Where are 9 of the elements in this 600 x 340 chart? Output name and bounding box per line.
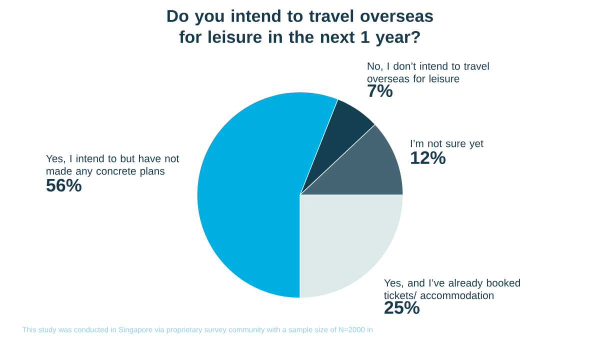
data-label: 7% <box>368 84 392 98</box>
slice-label: I’m not sure yet <box>410 140 484 150</box>
slice-label: Yes, and I’ve already booked tickets/ accommodation <box>384 278 520 300</box>
slice-label: No, I don’t intend to travel overseas for leisure <box>367 62 489 82</box>
data-label: 12% <box>411 151 446 164</box>
data-label: 56% <box>46 178 82 192</box>
slice-label: Yes, I intend to but have not made any concrete plans <box>46 154 180 177</box>
data-label: 25% <box>384 301 420 314</box>
chart-title: Do you intend to travel overseas for leisure in the next 1 year? <box>167 10 433 46</box>
